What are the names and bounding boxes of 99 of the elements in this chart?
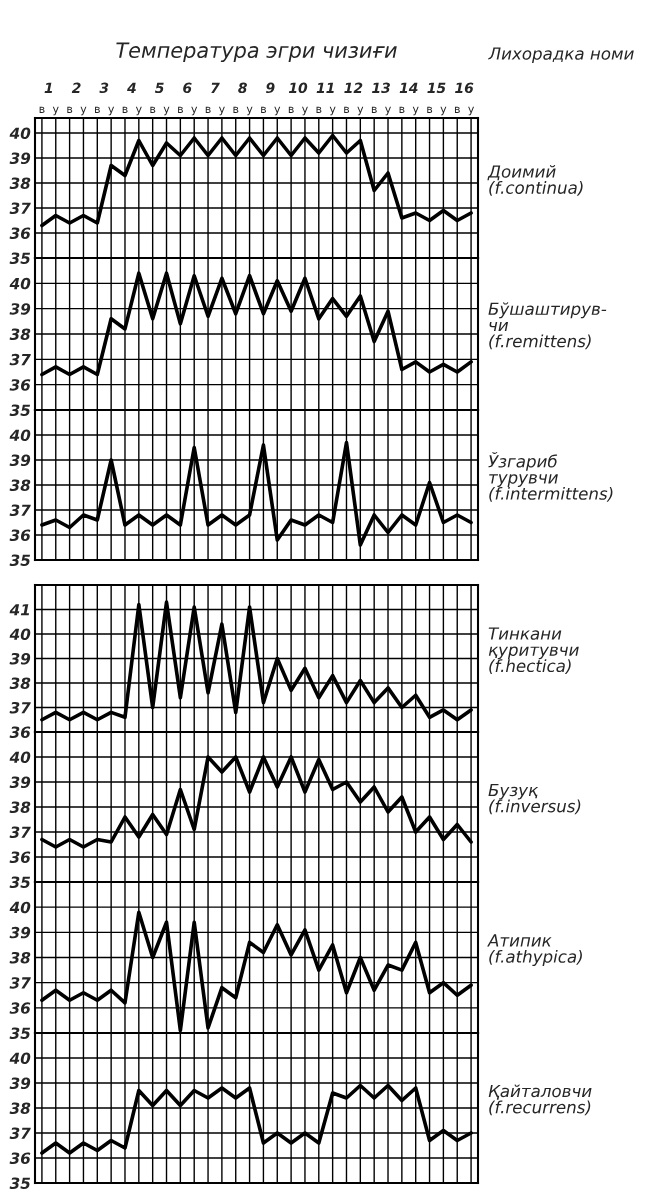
x2-tick-label: 16: [455, 82, 474, 94]
y-tick-label: 40: [9, 1052, 31, 1065]
y-tick-label: 35: [9, 876, 31, 889]
y-tick-label: 35: [9, 554, 31, 567]
x2-tick-label: 7: [211, 82, 220, 93]
y-tick-label: 36: [9, 1002, 31, 1014]
x-tick-label: у: [191, 106, 198, 116]
y-tick-label: 38: [9, 479, 31, 492]
y2-axis-title: Ўзгариб турувчи (f.intermittens): [488, 451, 613, 502]
y-tick-label: 36: [9, 1152, 31, 1165]
x-tick-label: в: [67, 106, 73, 113]
x2-tick-label: 12: [344, 82, 363, 93]
y-tick-label: 37: [9, 353, 31, 366]
y2-axis-title: Қайталовчи (f.recurrens): [488, 1084, 592, 1116]
x-tick-label: в: [233, 106, 239, 113]
x-tick-label: в: [344, 106, 350, 113]
y-tick-label: 40: [9, 901, 31, 914]
y-tick-label: 36: [9, 726, 31, 739]
y-tick-label: 36: [9, 851, 31, 864]
y-tick-label: 40: [9, 127, 31, 140]
y-tick-label: 38: [9, 1102, 31, 1115]
y-tick-label: 36: [9, 379, 31, 391]
x-tick-label: в: [261, 106, 267, 113]
x-tick-label: в: [316, 106, 322, 113]
y-tick-label: 38: [9, 801, 31, 814]
x-tick-label: у: [412, 106, 419, 116]
x-tick-label: в: [95, 106, 100, 113]
y2-axis-title: Тинкани қуритувчи (f.hectica): [488, 627, 579, 675]
x2-tick-label: 6: [183, 82, 192, 94]
x2-tick-label: 9: [266, 82, 275, 94]
y-tick-label: 41: [9, 604, 30, 616]
y-tick-label: 38: [9, 951, 31, 964]
y-tick-label: 38: [9, 677, 31, 690]
x-tick-label: у: [468, 106, 475, 116]
y-tick-label: 39: [9, 1077, 31, 1090]
x2-tick-label: 11: [316, 82, 334, 93]
y-tick-label: 37: [9, 701, 31, 714]
y-tick-label: 37: [9, 977, 31, 989]
y2-axis-title: Атипик (f.athypica): [487, 934, 582, 967]
y-tick-label: 36: [9, 529, 31, 542]
x-tick-label: у: [80, 106, 87, 116]
y-tick-label: 37: [9, 202, 31, 215]
x-tick-label: у: [440, 106, 447, 116]
x-tick-label: в: [205, 106, 211, 113]
y-tick-label: 35: [9, 1177, 31, 1190]
x-tick-label: в: [122, 106, 128, 113]
x-tick-label: в: [39, 106, 45, 113]
x2-tick-label: 13: [372, 82, 390, 94]
x-tick-label: в: [371, 106, 377, 113]
x2-tick-label: 2: [71, 82, 81, 93]
x2-tick-label: 8: [238, 82, 247, 94]
y-tick-label: 40: [9, 751, 31, 764]
x-tick-label: в: [399, 106, 405, 113]
x2-tick-label: 14: [399, 82, 418, 93]
x-tick-label: в: [454, 106, 460, 113]
x-tick-label: в: [427, 106, 433, 113]
x-tick-label: у: [52, 106, 59, 116]
y-tick-label: 38: [9, 328, 31, 341]
y-tick-label: 40: [9, 277, 31, 290]
x-tick-label: у: [246, 106, 253, 116]
x-tick-label: в: [288, 106, 294, 113]
y-tick-label: 39: [9, 776, 31, 789]
y-tick-label: 39: [9, 926, 31, 939]
y2-axis-title: Бўшаштирув- чи (f.remittens): [488, 302, 607, 350]
y-tick-label: 37: [9, 1127, 31, 1140]
x-tick-label: у: [385, 106, 391, 116]
x-tick-label: у: [302, 106, 308, 116]
x-tick-label: у: [163, 106, 170, 116]
x-tick-label: в: [178, 106, 183, 113]
x2-tick-label: 1: [44, 82, 53, 93]
y-tick-label: 39: [9, 152, 31, 165]
x-tick-label: в: [150, 106, 156, 113]
x2-tick-label: 15: [427, 82, 446, 94]
y-tick-label: 37: [9, 826, 31, 839]
text: Лихорадка номи: [488, 47, 634, 64]
y-tick-label: 37: [9, 504, 31, 517]
y-tick-label: 40: [9, 628, 31, 641]
y2-axis-title: Доимий (f.continua): [487, 164, 583, 196]
x-tick-label: у: [329, 106, 336, 116]
x-tick-label: у: [218, 106, 225, 116]
y-tick-label: 35: [9, 1027, 31, 1040]
y-tick-label: 39: [9, 652, 31, 665]
y-tick-label: 39: [9, 454, 31, 467]
x-tick-label: у: [135, 106, 142, 116]
x2-tick-label: 10: [288, 82, 308, 94]
x2-tick-label: 5: [154, 82, 164, 94]
y-tick-label: 35: [9, 404, 31, 417]
y-tick-label: 40: [9, 429, 31, 442]
x2-tick-label: 4: [127, 82, 136, 93]
text: Температура эгри чизиғи: [116, 42, 397, 63]
y-tick-label: 36: [9, 227, 31, 240]
x-tick-label: у: [357, 106, 364, 116]
x2-tick-label: 3: [99, 82, 109, 94]
y-tick-label: 38: [9, 177, 31, 190]
y2-axis-title: Бузуқ (f.inversus): [488, 783, 581, 815]
x-tick-label: у: [108, 106, 115, 116]
x-tick-label: у: [274, 106, 281, 116]
y-tick-label: 39: [9, 303, 31, 315]
y-tick-label: 35: [9, 252, 31, 265]
